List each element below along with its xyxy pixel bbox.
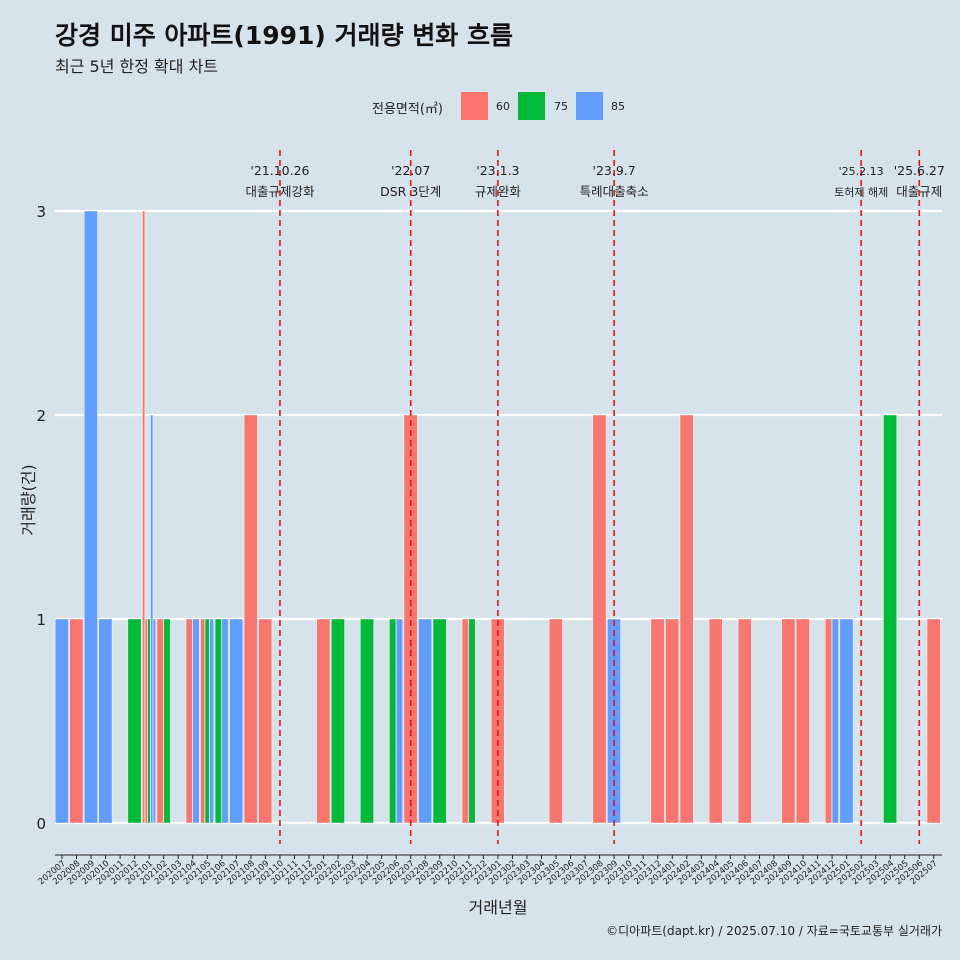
y-tick-label: 0 (36, 815, 46, 833)
y-axis-title: 거래량(건) (19, 464, 38, 535)
bar-85 (84, 210, 98, 824)
event-date-label: '23.1.3 (476, 163, 519, 178)
legend-label-60: 60 (496, 100, 510, 113)
bar-75 (468, 618, 476, 824)
bar-85 (192, 618, 200, 824)
event-name-label: 대출규제 (896, 184, 942, 199)
bar-85 (229, 618, 244, 824)
bar-60 (156, 618, 164, 824)
bar-60 (316, 618, 331, 824)
legend: 전용면적(㎡) 60 75 85 (0, 92, 960, 122)
legend-title: 전용면적(㎡) (372, 102, 443, 117)
bar-60 (708, 618, 723, 824)
event-name-label: 특례대출축소 (580, 184, 649, 199)
bar-75 (147, 618, 151, 824)
legend-key-60 (461, 92, 488, 120)
bar-60 (781, 618, 796, 824)
bar-75 (432, 618, 447, 824)
event-date-label: '21.10.26 (250, 163, 309, 178)
bar-60 (665, 618, 679, 824)
event-date-label: '25.2.13 (839, 165, 884, 178)
bar-60 (650, 618, 665, 824)
chart-title: 강경 미주 아파트(1991) 거래량 변화 흐름 (55, 21, 513, 50)
bar-60 (926, 618, 941, 824)
bar-60 (796, 618, 810, 824)
bar-75 (360, 618, 374, 824)
bar-60 (185, 618, 193, 824)
bar-85 (153, 618, 156, 824)
bar-85 (55, 618, 69, 824)
bar-60 (200, 618, 205, 824)
chart-subtitle: 최근 5년 한정 확대 차트 (55, 57, 219, 76)
bar-75 (127, 618, 142, 824)
bar-60 (142, 210, 146, 824)
bar-75 (331, 618, 345, 824)
x-axis-title: 거래년월 (469, 898, 528, 917)
bar-75 (389, 618, 397, 824)
legend-label-85: 85 (611, 100, 625, 113)
bar-85 (209, 618, 214, 824)
event-name-label: DSR 3단계 (380, 184, 441, 199)
y-tick-label: 1 (36, 611, 46, 629)
bar-60 (258, 618, 273, 824)
bar-85 (150, 414, 154, 824)
event-date-label: '25.6.27 (894, 163, 945, 178)
event-date-label: '23.9.7 (593, 163, 636, 178)
legend-label-75: 75 (554, 100, 568, 113)
bar-75 (204, 618, 210, 824)
bar-85 (221, 618, 229, 824)
legend-key-85 (576, 92, 603, 120)
bar-60 (825, 618, 832, 824)
bar-60 (144, 618, 148, 824)
bar-85 (831, 618, 839, 824)
bar-60 (461, 618, 469, 824)
bar-85 (395, 618, 403, 824)
y-tick-label: 2 (36, 407, 46, 425)
bar-75 (163, 618, 171, 824)
bar-60 (69, 618, 84, 824)
event-name-label: 대출규제강화 (245, 184, 315, 199)
event-name-label: 토허제 해제 (834, 185, 888, 199)
bar-75 (883, 414, 897, 824)
bar-85 (418, 618, 432, 824)
bar-60 (592, 414, 607, 824)
event-date-label: '22.07 (391, 163, 430, 178)
bar-75 (214, 618, 222, 824)
bar-85 (839, 618, 854, 824)
bar-85 (98, 618, 113, 824)
y-tick-label: 3 (36, 203, 46, 221)
bar-60 (737, 618, 752, 824)
legend-key-75 (518, 92, 545, 120)
bar-60 (549, 618, 563, 824)
source-caption: ©디아파트(dapt.kr) / 2025.07.10 / 자료=국토교통부 실… (606, 924, 942, 938)
bar-60 (679, 414, 694, 824)
event-name-label: 규제완화 (475, 184, 522, 199)
bar-60 (243, 414, 258, 824)
